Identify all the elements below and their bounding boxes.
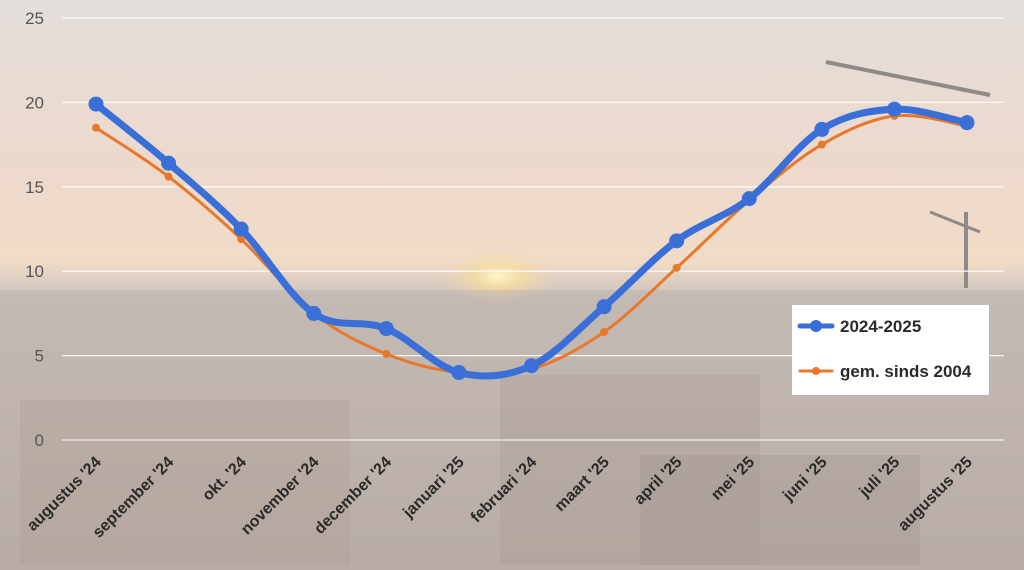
- data-point: [88, 96, 104, 112]
- data-point: [233, 221, 249, 237]
- legend: 2024-2025 gem. sinds 2004: [792, 305, 989, 395]
- y-tick-label: 5: [35, 347, 44, 366]
- data-point: [451, 364, 467, 380]
- series-layer: [88, 96, 975, 380]
- data-point: [92, 123, 100, 132]
- data-point: [596, 299, 612, 315]
- data-point: [378, 321, 394, 337]
- data-point: [237, 235, 246, 244]
- data-point: [306, 305, 322, 321]
- data-point: [524, 358, 539, 374]
- legend-swatch-marker: [812, 367, 820, 375]
- legend-label: gem. sinds 2004: [840, 362, 972, 381]
- data-point: [164, 172, 173, 181]
- data-point: [959, 115, 975, 131]
- data-point: [382, 349, 391, 358]
- y-tick-label: 0: [35, 431, 44, 450]
- data-point: [817, 140, 826, 149]
- data-point: [669, 233, 685, 249]
- legend-box: [792, 305, 989, 395]
- data-point: [886, 101, 902, 117]
- y-axis: 0 5 10 15 20 25: [25, 9, 44, 450]
- data-point: [161, 155, 177, 171]
- data-point: [672, 263, 681, 272]
- legend-swatch-marker: [810, 320, 822, 332]
- data-point: [600, 327, 609, 336]
- series-0: [88, 96, 975, 380]
- legend-label: 2024-2025: [840, 317, 921, 336]
- data-point: [814, 121, 830, 137]
- y-tick-label: 25: [25, 9, 44, 28]
- y-tick-label: 10: [25, 262, 44, 281]
- data-point: [741, 191, 757, 207]
- y-tick-label: 15: [25, 178, 44, 197]
- y-tick-label: 20: [25, 93, 44, 112]
